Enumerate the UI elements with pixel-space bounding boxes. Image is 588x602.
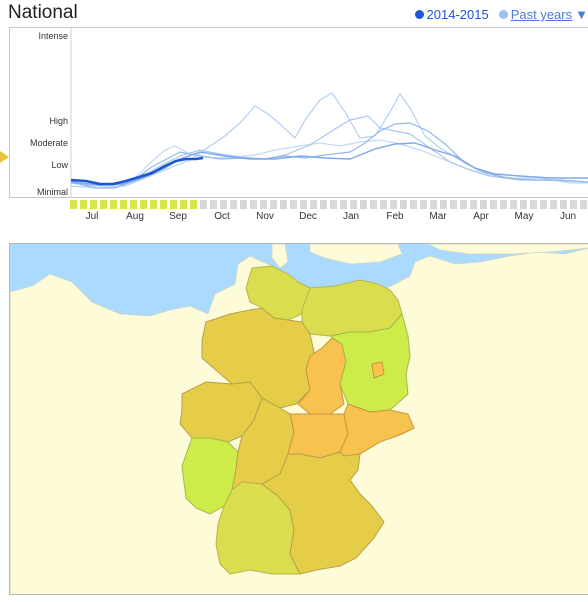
week-cell [520,200,527,209]
week-cell [280,200,287,209]
week-cell [490,200,497,209]
week-cell [320,200,327,209]
y-level-moderate: Moderate [29,138,68,148]
current-series-line [70,156,204,186]
region-berlin[interactable] [371,361,385,379]
current-level-marker-icon [0,151,9,163]
week-cell [130,200,137,209]
land-area [427,244,588,255]
dropdown-arrow-icon[interactable]: ▼ [575,7,588,22]
week-cell [180,200,187,209]
map-canvas[interactable] [10,244,588,595]
trend-chart: Intense High Moderate Low Minimal [9,27,588,198]
week-cell [270,200,277,209]
week-cell [530,200,537,209]
week-cell [290,200,297,209]
legend-current: 2014-2015 [414,7,489,22]
region-saxony-anhalt[interactable] [297,337,347,415]
page-title: National [8,2,78,23]
week-cell [250,200,257,209]
chart-plot [70,28,588,197]
week-cell [480,200,487,209]
past-series-line [70,92,588,189]
month-label: Aug [126,211,144,222]
week-cell [510,200,517,209]
week-cell [370,200,377,209]
land-area [309,244,403,265]
month-label: Apr [473,211,489,222]
month-label: May [514,211,534,222]
y-level-minimal: Minimal [36,187,68,197]
week-cell [110,200,117,209]
past-dot-icon [498,10,508,19]
week-cell [440,200,447,209]
region-north-east[interactable] [301,279,403,337]
week-cell [200,200,207,209]
week-cell [310,200,317,209]
week-cell [340,200,347,209]
week-cell [430,200,437,209]
y-level-intense: Intense [38,31,68,41]
current-dot-icon [414,10,424,19]
month-label: Jun [559,211,577,222]
land-area [271,244,289,269]
week-cell [460,200,467,209]
week-cell [570,200,577,209]
week-cell [210,200,217,209]
past-series-line [70,115,588,187]
month-axis: Jul Aug Sep Oct Nov Dec Jan Feb Mar Apr … [70,211,588,225]
week-cell [470,200,477,209]
week-cell [390,200,397,209]
week-cell [240,200,247,209]
week-cell [300,200,307,209]
week-cell [150,200,157,209]
month-label: Nov [256,211,274,222]
month-label: Sep [169,211,187,222]
week-cell [550,200,557,209]
month-label: Jan [342,211,360,222]
week-cell [540,200,547,209]
week-cell [500,200,507,209]
week-strip [70,200,588,209]
week-cell [450,200,457,209]
month-label: Dec [299,211,317,222]
week-cell [400,200,407,209]
week-cell [230,200,237,209]
week-cell [380,200,387,209]
week-cell [330,200,337,209]
week-cell [360,200,367,209]
week-cell [100,200,107,209]
week-cell [140,200,147,209]
week-cell [80,200,87,209]
week-cell [350,200,357,209]
week-cell [580,200,587,209]
legend-current-label: 2014-2015 [426,7,489,22]
week-cell [410,200,417,209]
week-cell [190,200,197,209]
month-label: Feb [386,211,404,222]
month-label: Oct [214,211,230,222]
region-bavaria[interactable] [261,451,385,575]
past-years-link[interactable]: Past years [510,7,573,22]
region-map[interactable] [9,243,588,595]
week-cell [170,200,177,209]
week-cell [220,200,227,209]
week-cell [90,200,97,209]
y-level-low: Low [51,160,68,170]
chart-legend: 2014-2015 Past years ▼ [414,7,588,22]
month-label: Mar [429,211,447,222]
week-cell [120,200,127,209]
past-years-dropdown[interactable]: Past years ▼ [498,7,588,22]
y-level-high: High [49,116,68,126]
week-cell [260,200,267,209]
week-cell [70,200,77,209]
week-cell [420,200,427,209]
week-cell [160,200,167,209]
region-brandenburg[interactable] [328,312,411,413]
month-label: Jul [85,211,99,222]
week-cell [560,200,567,209]
region-thuringia[interactable] [287,413,349,459]
